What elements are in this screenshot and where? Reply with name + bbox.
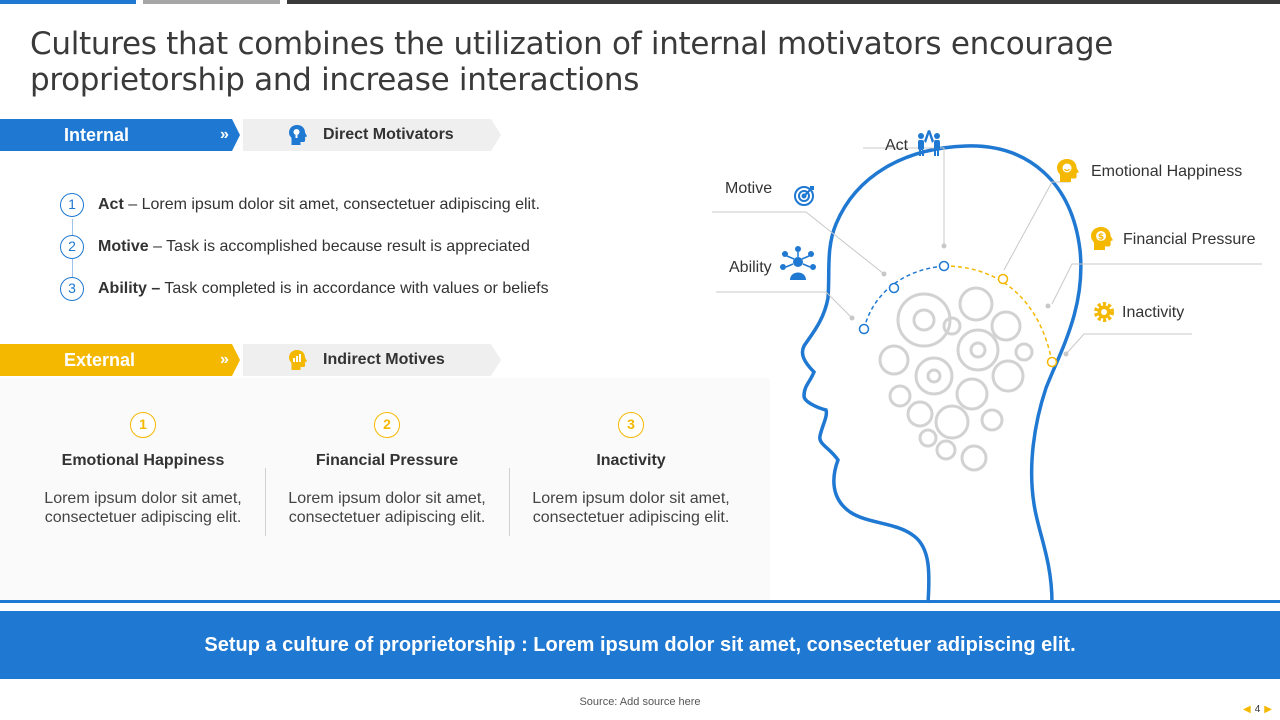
direct-motivators-tag: Direct Motivators	[243, 119, 501, 151]
financial-pressure-label: Financial Pressure	[1123, 231, 1256, 248]
motive-label: Motive	[725, 180, 773, 197]
column-title: Inactivity	[596, 452, 666, 469]
external-label: External	[64, 350, 136, 370]
step-number: 2	[60, 235, 84, 259]
happy-head-icon	[1057, 159, 1079, 182]
top-accent-bar-dark	[287, 0, 1280, 4]
gear-icon	[1094, 302, 1114, 322]
next-arrow-icon[interactable]: ▶	[1264, 704, 1272, 715]
step-number: 2	[374, 412, 400, 438]
item-description: Task completed is in accordance with val…	[164, 280, 549, 297]
head-silhouette	[800, 144, 1083, 604]
divider-line	[0, 600, 1280, 603]
arc-nodes	[858, 260, 1058, 368]
step-number: 3	[618, 412, 644, 438]
external-column: 3 Inactivity Lorem ipsum dolor sit amet,…	[531, 412, 731, 527]
step-number: 3	[60, 277, 84, 301]
top-accent-bar-blue	[0, 0, 136, 4]
high-five-icon	[918, 130, 940, 156]
indirect-motives-label: Indirect Motives	[323, 351, 445, 368]
indirect-motives-tag: Indirect Motives	[243, 344, 501, 376]
source-note: Source: Add source here	[579, 696, 701, 708]
inactivity-label: Inactivity	[1122, 304, 1185, 321]
emotional-happiness-label: Emotional Happiness	[1091, 163, 1243, 180]
summary-banner: Setup a culture of proprietorship : Lore…	[0, 611, 1280, 679]
step-number: 1	[60, 193, 84, 217]
ability-label: Ability	[729, 259, 772, 276]
internal-arc	[863, 265, 945, 330]
direct-motivators-label: Direct Motivators	[323, 126, 454, 143]
head-chart-icon	[289, 350, 308, 370]
network-icon	[780, 246, 816, 280]
svg-text:$: $	[1098, 233, 1104, 243]
head-outline-illustration: $	[712, 130, 1262, 604]
external-arc	[943, 265, 1053, 363]
list-item: 1 Act – Lorem ipsum dolor sit amet, cons…	[60, 193, 549, 235]
head-bulb-icon	[289, 125, 308, 145]
top-accent-bar-gray	[143, 0, 280, 4]
head-diagram: $ Act Motive Ability Emotional Happiness…	[700, 120, 1280, 604]
external-column: 2 Financial Pressure Lorem ipsum dolor s…	[287, 412, 487, 527]
column-title: Emotional Happiness	[61, 452, 225, 469]
column-description: Lorem ipsum dolor sit amet, consectetuer…	[532, 490, 730, 526]
column-title: Financial Pressure	[315, 452, 459, 469]
list-item-text: Motive – Task is accomplished because re…	[98, 235, 530, 259]
step-number: 1	[130, 412, 156, 438]
prev-arrow-icon[interactable]: ◀	[1243, 704, 1251, 715]
item-separator: –	[123, 196, 142, 213]
item-separator: –	[148, 238, 167, 255]
internal-ribbon: Internal »	[0, 119, 240, 151]
internal-list: 1 Act – Lorem ipsum dolor sit amet, cons…	[60, 193, 549, 319]
item-name: Motive	[98, 238, 149, 255]
item-name: Ability –	[98, 280, 161, 297]
external-column: 1 Emotional Happiness Lorem ipsum dolor …	[43, 412, 243, 527]
act-label: Act	[885, 137, 909, 154]
column-divider	[265, 468, 266, 536]
column-divider	[509, 468, 510, 536]
money-head-icon: $	[1091, 227, 1113, 250]
column-description: Lorem ipsum dolor sit amet, consectetuer…	[44, 490, 242, 526]
external-ribbon: External »	[0, 344, 240, 376]
item-name: Act	[98, 196, 124, 213]
target-icon	[794, 186, 814, 206]
item-description: Lorem ipsum dolor sit amet, consectetuer…	[141, 196, 540, 213]
list-item: 3 Ability – Task completed is in accorda…	[60, 277, 549, 319]
item-description: Task is accomplished because result is a…	[166, 238, 530, 255]
double-chevron-icon: »	[220, 351, 229, 368]
column-description: Lorem ipsum dolor sit amet, consectetuer…	[288, 490, 486, 526]
double-chevron-icon: »	[220, 126, 229, 143]
internal-label: Internal	[64, 125, 130, 145]
page-title: Cultures that combines the utilization o…	[30, 26, 1114, 98]
list-item: 2 Motive – Task is accomplished because …	[60, 235, 549, 277]
gears-icon	[878, 286, 1034, 472]
list-item-text: Act – Lorem ipsum dolor sit amet, consec…	[98, 193, 540, 217]
pager: ◀ 4 ▶	[1243, 704, 1272, 715]
list-item-text: Ability – Task completed is in accordanc…	[98, 277, 549, 301]
page-number: 4	[1254, 704, 1261, 715]
